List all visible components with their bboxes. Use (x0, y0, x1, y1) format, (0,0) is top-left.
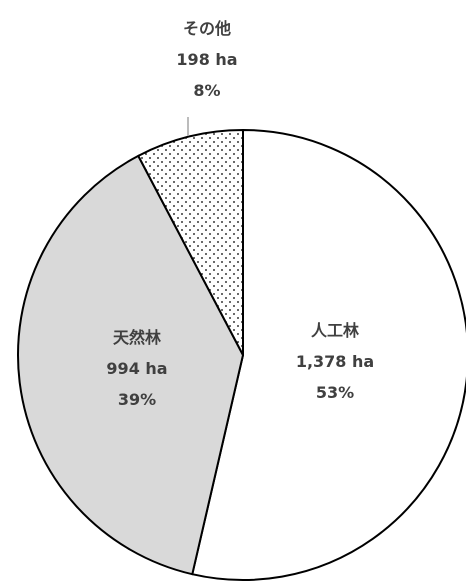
slice-natural-forest (17, 154, 244, 576)
label-other: その他 198 ha 8% (176, 19, 237, 100)
label-artificial-forest-name: 人工林 (311, 321, 359, 340)
slice-artificial-forest (191, 129, 466, 581)
label-other-name: その他 (183, 19, 231, 38)
label-artificial-forest-percent: 53% (316, 383, 354, 402)
label-other-value: 198 ha (176, 50, 237, 69)
label-artificial-forest-value: 1,378 ha (296, 352, 374, 371)
label-artificial-forest: 人工林 1,378 ha 53% (296, 321, 374, 402)
label-natural-forest-percent: 39% (118, 390, 156, 409)
label-other-percent: 8% (193, 81, 220, 100)
slice-other (137, 129, 244, 356)
label-natural-forest: 天然林 994 ha 39% (106, 328, 167, 409)
label-natural-forest-name: 天然林 (113, 328, 161, 347)
label-natural-forest-value: 994 ha (106, 359, 167, 378)
